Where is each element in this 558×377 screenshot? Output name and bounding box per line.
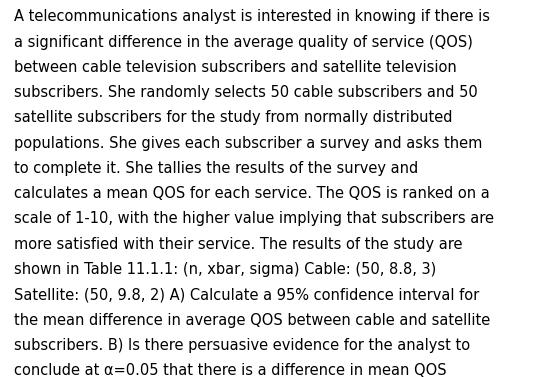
Text: subscribers. B) Is there persuasive evidence for the analyst to: subscribers. B) Is there persuasive evid… bbox=[14, 338, 470, 353]
Text: the mean difference in average QOS between cable and satellite: the mean difference in average QOS betwe… bbox=[14, 313, 490, 328]
Text: between cable television subscribers and satellite television: between cable television subscribers and… bbox=[14, 60, 456, 75]
Text: shown in Table 11.1.1: (n, xbar, sigma) Cable: (50, 8.8, 3): shown in Table 11.1.1: (n, xbar, sigma) … bbox=[14, 262, 436, 277]
Text: satellite subscribers for the study from normally distributed: satellite subscribers for the study from… bbox=[14, 110, 453, 126]
Text: to complete it. She tallies the results of the survey and: to complete it. She tallies the results … bbox=[14, 161, 418, 176]
Text: subscribers. She randomly selects 50 cable subscribers and 50: subscribers. She randomly selects 50 cab… bbox=[14, 85, 478, 100]
Text: Satellite: (50, 9.8, 2) A) Calculate a 95% confidence interval for: Satellite: (50, 9.8, 2) A) Calculate a 9… bbox=[14, 287, 479, 302]
Text: scale of 1-10, with the higher value implying that subscribers are: scale of 1-10, with the higher value imp… bbox=[14, 211, 494, 227]
Text: populations. She gives each subscriber a survey and asks them: populations. She gives each subscriber a… bbox=[14, 136, 482, 151]
Text: a significant difference in the average quality of service (QOS): a significant difference in the average … bbox=[14, 35, 473, 50]
Text: conclude at α=0.05 that there is a difference in mean QOS: conclude at α=0.05 that there is a diffe… bbox=[14, 363, 446, 377]
Text: more satisfied with their service. The results of the study are: more satisfied with their service. The r… bbox=[14, 237, 463, 252]
Text: A telecommunications analyst is interested in knowing if there is: A telecommunications analyst is interest… bbox=[14, 9, 490, 25]
Text: calculates a mean QOS for each service. The QOS is ranked on a: calculates a mean QOS for each service. … bbox=[14, 186, 490, 201]
